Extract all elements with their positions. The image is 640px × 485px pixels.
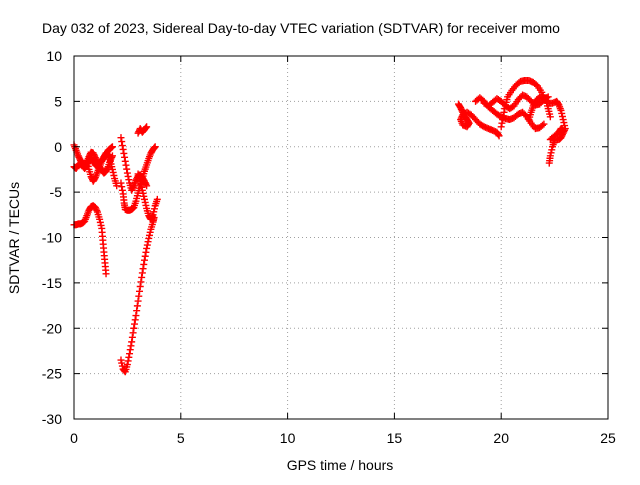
y-tick-label: -5 <box>50 184 63 200</box>
tick-labels: 0 5 10 15 20 25 -30 -25 -20 -15 -10 -5 0 5 10 <box>42 48 616 446</box>
x-tick-label: 15 <box>387 430 403 446</box>
data-point-marker <box>113 182 121 190</box>
data-point-marker <box>498 119 506 127</box>
data-point-marker <box>126 346 134 354</box>
data-point-marker <box>118 186 126 194</box>
data-point-marker <box>129 329 137 337</box>
data-point-marker <box>118 138 126 146</box>
data-point-marker <box>128 338 136 346</box>
data-point-marker <box>497 123 505 131</box>
data-point-marker <box>93 207 101 215</box>
x-tick-label: 0 <box>70 430 78 446</box>
data-point-marker <box>136 283 144 291</box>
data-point-marker <box>133 302 141 310</box>
data-point-marker <box>123 165 131 173</box>
data-point-marker <box>121 153 129 161</box>
data-point-marker <box>140 260 148 268</box>
x-tick-label: 5 <box>177 430 185 446</box>
y-tick-label: -10 <box>42 230 62 246</box>
data-point-marker <box>499 112 507 120</box>
data-points <box>70 77 569 376</box>
x-tick-label: 20 <box>493 430 509 446</box>
data-point-marker <box>119 145 127 153</box>
data-point-marker <box>124 172 132 180</box>
data-point-marker <box>142 124 150 132</box>
data-point-marker <box>144 238 152 246</box>
data-point-marker <box>108 143 116 151</box>
y-tick-label: 5 <box>54 93 62 109</box>
y-tick-label: 0 <box>54 139 62 155</box>
data-point-marker <box>125 176 133 184</box>
data-point-marker <box>138 273 146 281</box>
data-point-marker <box>151 143 159 151</box>
data-point-marker <box>143 123 151 131</box>
data-point-marker <box>134 297 142 305</box>
data-point-marker <box>141 252 149 260</box>
data-point-marker <box>499 116 507 124</box>
data-point-marker <box>131 320 139 328</box>
data-point-marker <box>127 342 135 350</box>
data-point-marker <box>135 292 143 300</box>
data-point-marker <box>138 269 146 277</box>
x-axis-label: GPS time / hours <box>287 457 394 473</box>
data-point-marker <box>117 134 125 142</box>
data-point-marker <box>136 287 144 295</box>
data-point-marker <box>143 241 151 249</box>
data-point-marker <box>132 312 140 320</box>
data-point-marker <box>123 169 131 177</box>
data-point-marker <box>137 278 145 286</box>
data-point-marker <box>500 108 508 116</box>
data-point-marker <box>139 265 147 273</box>
y-axis-label: SDTVAR / TECUs <box>6 182 22 294</box>
data-point-marker <box>125 353 133 361</box>
data-point-marker <box>150 144 158 152</box>
data-point-marker <box>118 142 126 150</box>
y-tick-label: 10 <box>46 48 62 64</box>
data-point-marker <box>124 357 132 365</box>
data-point-marker <box>117 179 125 187</box>
data-point-marker <box>538 121 546 129</box>
y-tick-label: -20 <box>42 320 62 336</box>
x-tick-label: 10 <box>280 430 296 446</box>
data-point-marker <box>122 161 130 169</box>
data-point-marker <box>143 182 151 190</box>
data-point-marker <box>153 195 161 203</box>
y-tick-label: -25 <box>42 366 62 382</box>
grid-lines <box>74 56 608 419</box>
y-tick-label: -15 <box>42 275 62 291</box>
data-point-marker <box>126 350 134 358</box>
data-point-marker <box>140 256 148 264</box>
y-tick-label: -30 <box>42 411 62 427</box>
data-point-marker <box>150 214 158 222</box>
data-point-marker <box>120 149 128 157</box>
data-point-marker <box>545 159 553 167</box>
data-point-marker <box>121 367 129 375</box>
data-point-marker <box>133 307 141 315</box>
data-point-marker <box>123 361 131 369</box>
data-point-marker <box>494 131 502 139</box>
data-point-marker <box>559 126 567 134</box>
data-point-marker <box>142 248 150 256</box>
axis-ticks <box>73 55 609 420</box>
data-point-marker <box>102 270 110 278</box>
chart-title: Day 032 of 2023, Sidereal Day-to-day VTE… <box>42 20 560 36</box>
data-point-marker <box>103 164 111 172</box>
data-point-marker <box>501 105 509 113</box>
data-point-marker <box>130 324 138 332</box>
data-point-marker <box>121 157 129 165</box>
x-tick-label: 25 <box>600 430 616 446</box>
data-point-marker <box>143 244 151 252</box>
data-point-marker <box>131 316 139 324</box>
data-point-marker <box>118 183 126 191</box>
data-point-marker <box>128 333 136 341</box>
data-point-marker <box>129 183 137 191</box>
data-point-marker <box>495 132 503 140</box>
data-point-marker <box>540 120 548 128</box>
data-point-marker <box>546 113 554 121</box>
